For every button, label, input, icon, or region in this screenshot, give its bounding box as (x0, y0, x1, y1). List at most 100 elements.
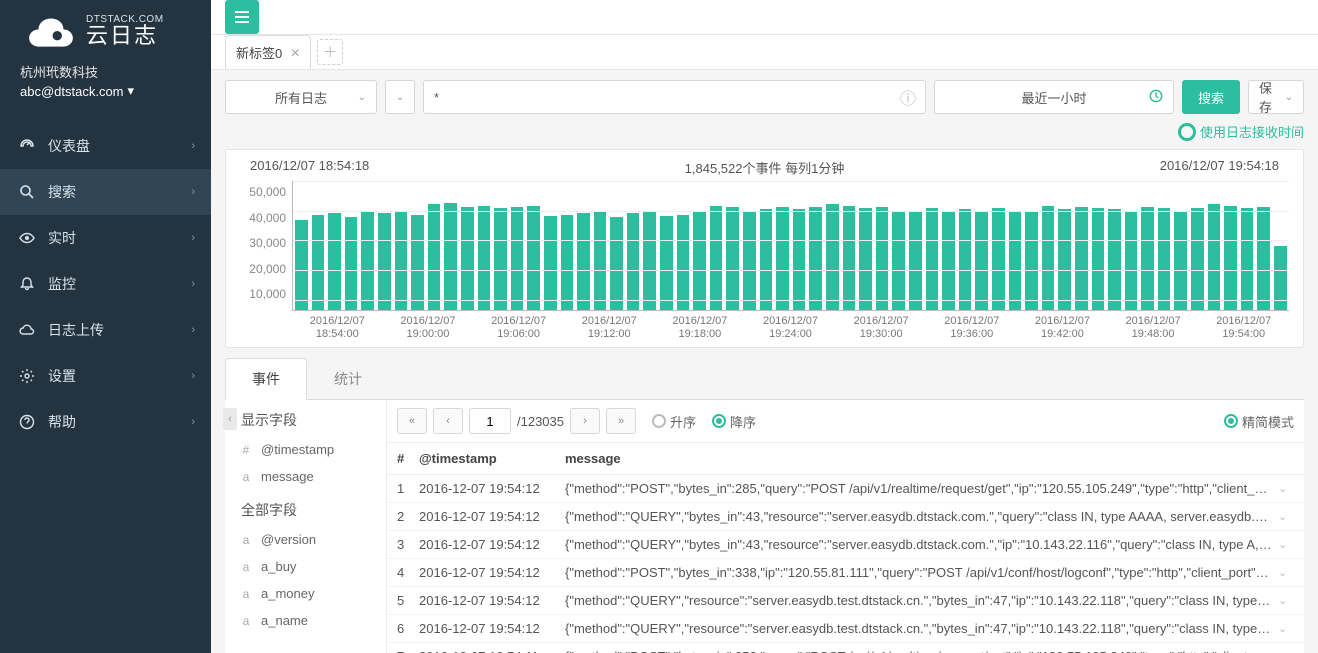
user-menu[interactable]: abc@dtstack.com ▾ (0, 81, 211, 113)
bar[interactable] (378, 213, 391, 310)
bar[interactable] (1191, 208, 1204, 310)
nav-item-bell[interactable]: 监控› (0, 261, 211, 307)
bar[interactable] (909, 212, 922, 310)
bar[interactable] (411, 215, 424, 310)
log-type-select[interactable]: 所有日志 ⌄ (225, 80, 377, 114)
bar[interactable] (1141, 207, 1154, 310)
bar[interactable] (1257, 207, 1270, 310)
bar[interactable] (876, 207, 889, 310)
bar[interactable] (361, 212, 374, 310)
last-page-button[interactable]: » (606, 408, 636, 434)
bar[interactable] (1125, 211, 1138, 310)
chevron-down-icon[interactable]: ⌄ (1278, 594, 1294, 607)
bar[interactable] (677, 215, 690, 310)
bar[interactable] (776, 207, 789, 310)
bar[interactable] (975, 211, 988, 310)
bar[interactable] (1241, 208, 1254, 310)
bar[interactable] (312, 215, 325, 310)
nav-item-eye[interactable]: 实时› (0, 215, 211, 261)
search-input[interactable] (423, 80, 926, 114)
table-row[interactable]: 72016-12-07 19:54:11{"method":"POST","by… (387, 643, 1304, 653)
table-row[interactable]: 32016-12-07 19:54:12{"method":"QUERY","b… (387, 531, 1304, 559)
field-item[interactable]: aa_name (225, 607, 386, 634)
table-row[interactable]: 42016-12-07 19:54:12{"method":"POST","by… (387, 559, 1304, 587)
bar[interactable] (478, 206, 491, 310)
bar[interactable] (959, 209, 972, 310)
bar[interactable] (926, 208, 939, 310)
nav-item-dash[interactable]: 仪表盘› (0, 123, 211, 169)
chevron-down-icon[interactable]: ⌄ (1278, 566, 1294, 579)
bar[interactable] (395, 212, 408, 310)
time-range-select[interactable]: 最近一小时 (934, 80, 1174, 114)
bar[interactable] (1025, 211, 1038, 310)
bar[interactable] (1224, 206, 1237, 310)
bar[interactable] (743, 211, 756, 310)
bar[interactable] (1075, 207, 1088, 310)
save-select[interactable]: 保存 ⌄ (1248, 80, 1304, 114)
bar[interactable] (1058, 209, 1071, 310)
table-row[interactable]: 52016-12-07 19:54:12{"method":"QUERY","r… (387, 587, 1304, 615)
table-row[interactable]: 22016-12-07 19:54:12{"method":"QUERY","b… (387, 503, 1304, 531)
bar[interactable] (892, 211, 905, 310)
bar[interactable] (1009, 212, 1022, 310)
bar[interactable] (1158, 208, 1171, 310)
tab-add-button[interactable]: ＋ (317, 39, 343, 65)
bar[interactable] (610, 217, 623, 310)
tab-events[interactable]: 事件 (225, 358, 307, 400)
search-button[interactable]: 搜索 (1182, 80, 1240, 114)
bar[interactable] (809, 207, 822, 310)
chart-plot[interactable] (292, 181, 1289, 311)
sort-desc-radio[interactable]: 降序 (712, 412, 756, 431)
bar[interactable] (1174, 211, 1187, 310)
bar[interactable] (992, 208, 1005, 310)
chevron-down-icon[interactable]: ⌄ (1278, 510, 1294, 523)
bar[interactable] (660, 216, 673, 310)
bar[interactable] (843, 206, 856, 310)
field-item[interactable]: aa_money (225, 580, 386, 607)
tab-stats[interactable]: 统计 (307, 358, 389, 399)
first-page-button[interactable]: « (397, 408, 427, 434)
nav-item-gear[interactable]: 设置› (0, 353, 211, 399)
close-icon[interactable]: ✕ (290, 46, 300, 60)
field-item[interactable]: #@timestamp (225, 436, 386, 463)
bar[interactable] (594, 212, 607, 310)
field-item[interactable]: a@version (225, 526, 386, 553)
bar[interactable] (942, 212, 955, 310)
bar[interactable] (511, 207, 524, 310)
receive-time-toggle[interactable]: 使用日志接收时间 (1178, 122, 1304, 141)
field-item[interactable]: amessage (225, 463, 386, 490)
chevron-down-icon[interactable]: ⌄ (1278, 622, 1294, 635)
bar[interactable] (693, 211, 706, 310)
nav-item-help[interactable]: 帮助› (0, 399, 211, 445)
prev-page-button[interactable]: ‹ (433, 408, 463, 434)
bar[interactable] (760, 209, 773, 310)
tab-0[interactable]: 新标签0 ✕ (225, 35, 311, 69)
bar[interactable] (1108, 209, 1121, 310)
bar[interactable] (826, 204, 839, 310)
bar[interactable] (643, 212, 656, 310)
filter-select[interactable]: ⌄ (385, 80, 415, 114)
chevron-down-icon[interactable]: ⌄ (1278, 482, 1294, 495)
bar[interactable] (345, 217, 358, 310)
sort-asc-radio[interactable]: 升序 (652, 412, 696, 431)
bar[interactable] (1042, 206, 1055, 310)
hamburger-button[interactable] (225, 0, 259, 34)
bar[interactable] (577, 213, 590, 310)
bar[interactable] (859, 208, 872, 310)
bar[interactable] (494, 208, 507, 310)
bar[interactable] (544, 216, 557, 310)
bar[interactable] (726, 207, 739, 310)
nav-item-cloud[interactable]: 日志上传› (0, 307, 211, 353)
bar[interactable] (444, 203, 457, 310)
table-row[interactable]: 62016-12-07 19:54:12{"method":"QUERY","r… (387, 615, 1304, 643)
bar[interactable] (328, 213, 341, 310)
page-input[interactable] (469, 408, 511, 434)
bar[interactable] (793, 209, 806, 310)
collapse-handle[interactable]: ‹ (223, 408, 237, 430)
bar[interactable] (627, 213, 640, 310)
bar[interactable] (428, 204, 441, 310)
bar[interactable] (561, 215, 574, 310)
info-icon[interactable]: ⓘ (900, 85, 916, 109)
bar[interactable] (1092, 208, 1105, 310)
bar[interactable] (461, 207, 474, 310)
